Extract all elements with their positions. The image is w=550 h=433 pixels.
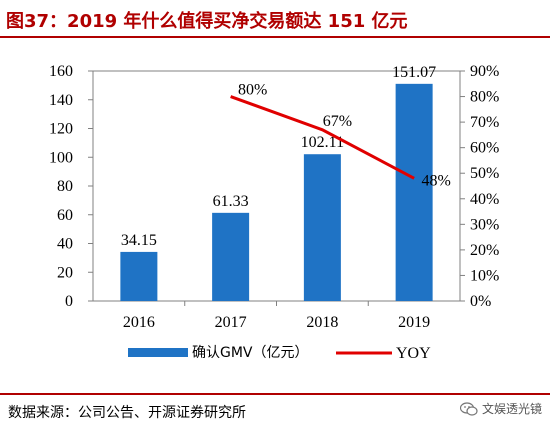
right-tick-label: 70% (470, 114, 499, 131)
watermark-text: 文娱透光镜 (481, 402, 542, 416)
legend: 确认GMV（亿元） YOY (128, 345, 431, 362)
left-axis: 0 20 40 60 80 100 120 140 160 (49, 63, 93, 310)
right-tick-label: 50% (470, 165, 499, 182)
right-tick-label: 30% (470, 216, 499, 233)
yoy-label-2019: 48% (421, 172, 450, 189)
right-tick-label: 0% (470, 293, 491, 310)
yoy-line (230, 95, 415, 180)
left-tick-label: 40 (57, 236, 73, 253)
source-note: 数据来源：公司公告、开源证券研究所 (8, 405, 246, 421)
right-tick-label: 20% (470, 242, 499, 259)
x-axis: 2016 2017 2018 2019 (123, 301, 430, 331)
left-tick-label: 80 (57, 178, 73, 195)
left-tick-label: 120 (49, 121, 73, 138)
x-tick-label-2019: 2019 (398, 314, 430, 331)
left-tick-label: 140 (49, 92, 73, 109)
bar-series: 34.15 61.33 102.11 151.07 (120, 64, 436, 301)
yoy-series: 80% 67% 48% (230, 82, 451, 189)
chart-title: 图37：2019 年什么值得买净交易额达 151 亿元 (6, 11, 408, 32)
legend-bar-label: 确认GMV（亿元） (192, 345, 309, 361)
wechat-icon (459, 401, 478, 416)
gmv-chart: 34.15 61.33 102.11 151.07 80% 67% 48% 0 20 40 60… (49, 63, 499, 362)
right-tick-label: 90% (470, 63, 499, 80)
right-axis: 0% 10% 20% 30% 40% 50% 60% 70% 80% 90% (460, 63, 499, 310)
x-tick-label-2016: 2016 (123, 314, 155, 331)
right-tick-label: 40% (470, 191, 499, 208)
right-tick-label: 80% (470, 89, 499, 106)
bar-2016 (120, 251, 158, 301)
yoy-label-2018: 67% (323, 113, 352, 130)
right-tick-label: 10% (470, 267, 499, 284)
left-tick-label: 100 (49, 149, 73, 166)
x-tick-label-2017: 2017 (215, 314, 247, 331)
bar-2017 (212, 212, 250, 301)
bar-label-2019: 151.07 (392, 64, 436, 81)
left-tick-label: 60 (57, 207, 73, 224)
legend-line-label: YOY (396, 345, 431, 362)
footer-rule (0, 393, 550, 395)
left-tick-label: 20 (57, 264, 73, 281)
watermark: 文娱透光镜 (459, 400, 542, 417)
title-rule (0, 36, 550, 38)
right-tick-label: 60% (470, 140, 499, 157)
left-tick-label: 0 (65, 293, 73, 310)
bar-2019 (395, 83, 433, 301)
bar-label-2017: 61.33 (213, 193, 249, 210)
x-tick-label-2018: 2018 (306, 314, 338, 331)
bar-label-2018: 102.11 (301, 134, 344, 151)
legend-bar-swatch (128, 348, 188, 357)
left-tick-label: 160 (49, 63, 73, 80)
bar-2018 (303, 154, 341, 301)
bar-label-2016: 34.15 (121, 232, 157, 249)
yoy-label-2017: 80% (238, 82, 267, 99)
